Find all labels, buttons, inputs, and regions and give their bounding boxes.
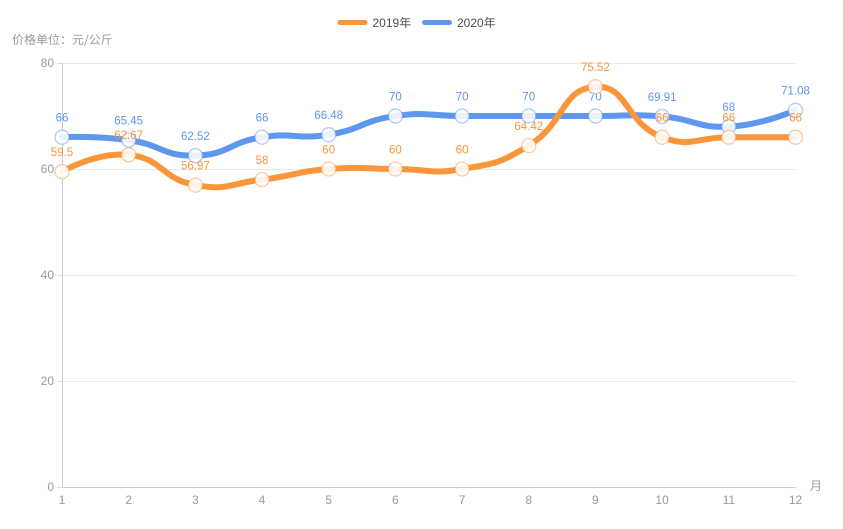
svg-text:10: 10: [655, 493, 669, 507]
svg-text:69.91: 69.91: [648, 92, 677, 104]
svg-text:4: 4: [259, 493, 266, 507]
svg-text:66: 66: [256, 113, 269, 125]
svg-text:56.97: 56.97: [181, 161, 210, 173]
svg-text:65.45: 65.45: [114, 116, 143, 128]
svg-text:71.08: 71.08: [781, 86, 810, 98]
svg-text:70: 70: [456, 91, 469, 103]
svg-text:70: 70: [522, 91, 535, 103]
svg-text:60: 60: [322, 144, 335, 156]
svg-text:0: 0: [47, 480, 54, 494]
svg-text:62.67: 62.67: [114, 130, 143, 142]
svg-text:75.52: 75.52: [581, 62, 610, 74]
svg-text:20: 20: [41, 374, 55, 388]
svg-text:66: 66: [722, 113, 735, 125]
svg-text:2020: 2020: [457, 16, 484, 30]
svg-text:66.48: 66.48: [314, 110, 343, 122]
svg-text:11: 11: [723, 493, 736, 507]
svg-text:60: 60: [389, 144, 402, 156]
svg-text:40: 40: [41, 268, 55, 282]
svg-text:2019: 2019: [373, 16, 400, 30]
svg-text:2: 2: [125, 493, 132, 507]
svg-text:59.5: 59.5: [51, 147, 73, 159]
svg-text:60: 60: [41, 162, 55, 176]
svg-text:1: 1: [59, 493, 66, 507]
svg-text:66: 66: [789, 113, 802, 125]
svg-text:5: 5: [325, 493, 332, 507]
svg-text:9: 9: [592, 493, 599, 507]
svg-text:68: 68: [722, 102, 735, 114]
svg-text:66: 66: [656, 113, 669, 125]
svg-text:58: 58: [256, 155, 269, 167]
svg-text:80: 80: [41, 56, 55, 70]
svg-text:12: 12: [789, 493, 803, 507]
svg-text:62.52: 62.52: [181, 131, 210, 143]
svg-text:66: 66: [56, 113, 69, 125]
svg-text:6: 6: [392, 493, 399, 507]
svg-text:3: 3: [192, 493, 199, 507]
svg-text:7: 7: [459, 493, 466, 507]
svg-text:8: 8: [525, 493, 532, 507]
svg-text:64.42: 64.42: [514, 121, 543, 133]
svg-text:60: 60: [456, 144, 469, 156]
svg-text:70: 70: [589, 91, 602, 103]
svg-text:70: 70: [389, 91, 402, 103]
